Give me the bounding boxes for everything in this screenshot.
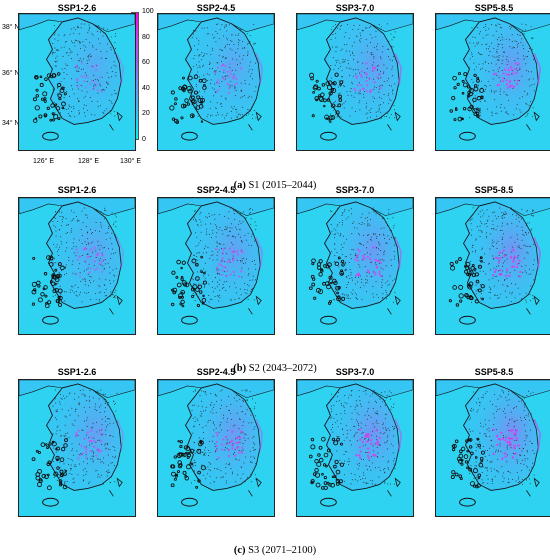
map-svg xyxy=(436,14,550,150)
map-panel xyxy=(157,379,275,517)
map-svg xyxy=(297,380,413,516)
lon-label-126: 126° E xyxy=(33,158,55,165)
colorbar-tick: 60 xyxy=(142,59,150,67)
map-panel xyxy=(296,379,414,517)
lon-label-128: 128° E xyxy=(78,158,100,165)
panel-title: SSP3-7.0 xyxy=(335,367,375,377)
colorbar-tick: 80 xyxy=(142,33,150,41)
map-svg xyxy=(158,380,274,516)
map-svg xyxy=(19,380,135,516)
map-svg xyxy=(297,198,413,334)
lon-label-130: 130° E xyxy=(120,158,142,165)
map-panel xyxy=(296,197,414,335)
map-svg xyxy=(158,14,274,150)
caption-a: (a) S1 (2015–2044) xyxy=(233,180,317,191)
caption-b: (b) S2 (2043–2072) xyxy=(233,363,317,374)
map-svg xyxy=(436,198,550,334)
colorbar-tick: 40 xyxy=(142,84,150,92)
panel-title: SSP2-4.5 xyxy=(196,185,236,195)
map-panel xyxy=(435,197,550,335)
caption-c: (c) S3 (2071–2100) xyxy=(233,545,317,556)
colorbar-tick: 20 xyxy=(142,110,150,118)
panel-title: SSP3-7.0 xyxy=(335,3,375,13)
panel-title: SSP5-8.5 xyxy=(474,185,514,195)
panel-title: SSP3-7.0 xyxy=(335,185,375,195)
map-panel xyxy=(157,197,275,335)
panel-title: SSP1-2.6 xyxy=(57,3,97,13)
panel-title: SSP5-8.5 xyxy=(474,3,514,13)
map-panel xyxy=(435,13,550,151)
map-panel xyxy=(435,379,550,517)
lat-label-36: 36° N xyxy=(2,70,20,77)
lat-label-34: 34° N xyxy=(2,120,20,127)
panel-title: SSP2-4.5 xyxy=(196,367,236,377)
map-svg xyxy=(19,198,135,334)
lat-label-38: 38° N xyxy=(2,24,20,31)
map-svg xyxy=(297,14,413,150)
map-svg xyxy=(158,198,274,334)
panel-title: SSP5-8.5 xyxy=(474,367,514,377)
colorbar-tick: 100 xyxy=(142,8,154,15)
map-panel xyxy=(157,13,275,151)
map-panel xyxy=(18,379,136,517)
panel-title: SSP1-2.6 xyxy=(57,185,97,195)
map-panel xyxy=(18,197,136,335)
map-svg xyxy=(436,380,550,516)
map-svg xyxy=(19,14,135,150)
panel-title: SSP2-4.5 xyxy=(196,3,236,13)
panel-title: SSP1-2.6 xyxy=(57,367,97,377)
map-panel xyxy=(18,13,136,151)
map-panel xyxy=(296,13,414,151)
colorbar-tick: 0 xyxy=(142,136,146,143)
